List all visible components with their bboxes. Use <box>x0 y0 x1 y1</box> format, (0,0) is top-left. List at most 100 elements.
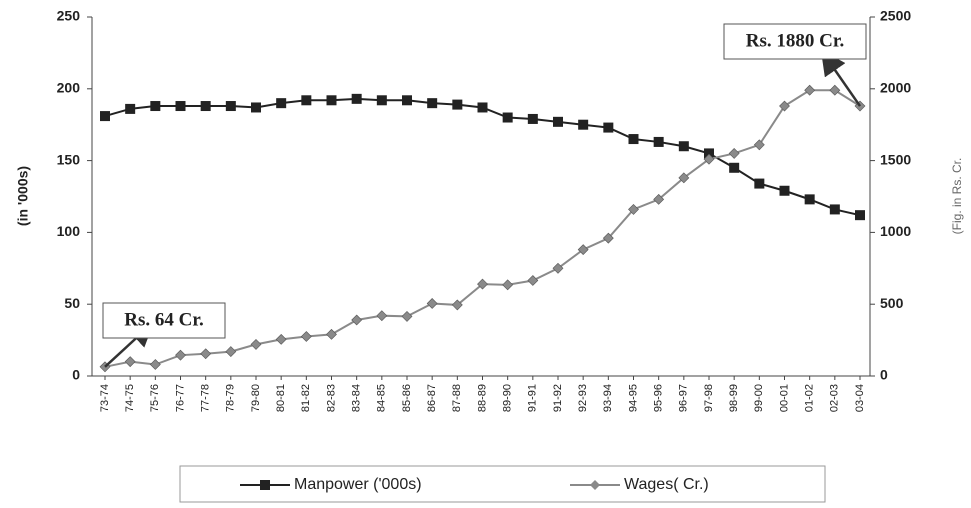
data-point <box>376 95 387 106</box>
data-point <box>200 348 212 360</box>
y-tick-label: 150 <box>57 151 81 167</box>
y2-tick-label: 2500 <box>880 8 911 24</box>
x-tick-label: 00-01 <box>778 384 790 412</box>
data-point <box>150 101 161 112</box>
data-point <box>426 298 438 309</box>
x-tick-label: 99-00 <box>753 384 765 412</box>
y2-tick-label: 0 <box>880 367 888 383</box>
data-point <box>100 111 110 122</box>
data-point <box>553 116 563 127</box>
data-point <box>829 84 841 96</box>
data-point <box>804 194 815 205</box>
data-point <box>125 103 136 114</box>
x-tick-label: 78-79 <box>225 384 237 412</box>
annotation-box <box>723 23 867 60</box>
x-tick-label: 73-74 <box>99 384 111 412</box>
y2-tick-label: 1500 <box>880 151 911 167</box>
x-tick-label: 02-03 <box>829 384 841 412</box>
x-tick-label: 87-88 <box>451 384 463 412</box>
annotation: Rs. 64 Cr. <box>124 309 204 330</box>
data-point <box>326 328 337 340</box>
x-tick-label: 77-78 <box>200 384 212 412</box>
legend-marker <box>260 480 270 490</box>
x-tick-label: 94-95 <box>627 384 639 412</box>
data-point <box>326 95 337 106</box>
x-tick-label: 83-84 <box>351 384 363 412</box>
x-tick-label: 82-83 <box>325 384 337 412</box>
y2-axis-label: (Fig. in Rs. Cr. <box>950 158 964 235</box>
x-tick-label: 85-86 <box>401 384 413 412</box>
data-point <box>754 178 765 189</box>
data-point <box>678 141 689 152</box>
data-point <box>729 162 740 173</box>
x-tick-label: 88-89 <box>476 384 488 412</box>
data-point <box>477 102 488 113</box>
data-point <box>578 119 589 130</box>
x-tick-label: 80-81 <box>275 384 287 412</box>
data-point <box>300 331 312 342</box>
x-tick-label: 75-76 <box>149 384 161 412</box>
data-point <box>653 193 665 205</box>
data-point <box>678 172 690 184</box>
data-point <box>502 279 514 291</box>
x-tick-label: 91-92 <box>552 384 564 412</box>
data-point <box>855 210 865 221</box>
annotation-box <box>102 302 226 339</box>
x-tick-label: 03-04 <box>854 384 866 412</box>
y-tick-label: 0 <box>72 367 80 383</box>
y-tick-label: 200 <box>57 80 81 96</box>
data-point <box>351 314 363 326</box>
data-point <box>577 244 589 256</box>
y-tick-label: 250 <box>57 8 81 24</box>
data-point <box>703 153 715 165</box>
data-point <box>552 262 564 274</box>
data-point <box>427 98 438 109</box>
annotation: Rs. 1880 Cr. <box>746 30 845 51</box>
data-point <box>753 139 765 151</box>
legend-label: Wages( Cr.) <box>624 476 709 493</box>
data-point <box>728 147 740 159</box>
data-point <box>251 102 261 113</box>
data-point <box>628 134 639 145</box>
data-point <box>124 356 136 368</box>
x-tick-label: 92-93 <box>577 384 589 412</box>
legend-box <box>179 465 826 503</box>
data-point <box>502 112 513 123</box>
x-tick-label: 97-98 <box>703 384 715 412</box>
x-tick-label: 79-80 <box>250 384 262 412</box>
data-point <box>527 113 538 124</box>
data-point <box>653 136 664 147</box>
data-point <box>351 93 362 104</box>
x-tick-label: 01-02 <box>804 384 816 412</box>
data-point <box>175 101 186 112</box>
data-point <box>779 100 790 112</box>
y2-tick-label: 500 <box>880 295 904 311</box>
x-tick-label: 86-87 <box>426 384 438 412</box>
data-point <box>401 310 413 322</box>
x-tick-label: 84-85 <box>376 384 388 412</box>
data-point <box>402 95 412 106</box>
data-point <box>275 333 287 345</box>
x-tick-label: 95-96 <box>653 384 665 412</box>
x-tick-label: 89-90 <box>502 384 514 412</box>
annotation-arrow <box>820 49 862 107</box>
data-point <box>603 122 614 133</box>
data-point <box>301 95 312 106</box>
x-tick-label: 96-97 <box>678 384 690 412</box>
data-point <box>451 299 463 311</box>
y-tick-label: 50 <box>64 295 80 311</box>
x-tick-label: 98-99 <box>728 384 740 412</box>
data-point <box>225 101 236 112</box>
data-point <box>452 99 463 110</box>
data-point <box>527 275 539 286</box>
data-point <box>149 359 161 370</box>
data-point <box>477 278 488 290</box>
data-point <box>829 204 840 215</box>
legend-marker <box>590 480 600 490</box>
data-point <box>276 98 287 109</box>
y-tick-label: 100 <box>57 223 81 239</box>
y2-tick-label: 2000 <box>880 80 911 96</box>
data-point <box>250 338 262 350</box>
data-point <box>376 310 388 322</box>
